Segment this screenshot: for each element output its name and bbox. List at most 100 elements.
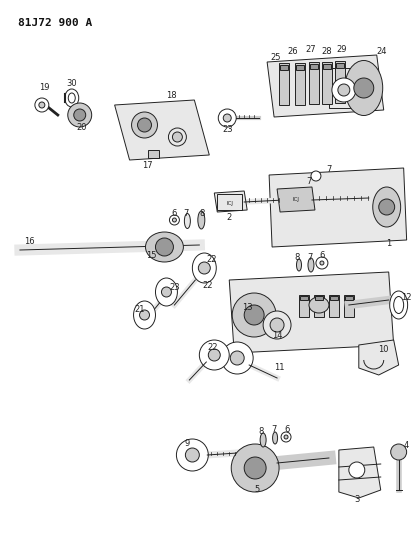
Circle shape <box>332 78 356 102</box>
Text: 21: 21 <box>134 305 145 314</box>
Ellipse shape <box>68 93 75 103</box>
Bar <box>344 295 354 317</box>
Text: 7: 7 <box>326 166 332 174</box>
Circle shape <box>232 293 276 337</box>
Circle shape <box>169 128 186 146</box>
Circle shape <box>208 349 220 361</box>
Bar <box>295 62 305 104</box>
Text: 19: 19 <box>38 84 49 93</box>
Ellipse shape <box>273 432 278 444</box>
Text: 81J72 900 A: 81J72 900 A <box>18 18 92 28</box>
Text: 30: 30 <box>66 79 77 88</box>
Bar <box>315 296 323 300</box>
Text: 24: 24 <box>377 47 387 56</box>
Circle shape <box>391 444 407 460</box>
Circle shape <box>230 351 244 365</box>
Ellipse shape <box>133 301 155 329</box>
Polygon shape <box>229 272 394 353</box>
Text: ICJ: ICJ <box>227 200 234 206</box>
Circle shape <box>231 444 279 492</box>
Bar <box>330 296 338 300</box>
Text: 20: 20 <box>76 124 87 133</box>
Text: 9: 9 <box>185 439 190 448</box>
Circle shape <box>223 114 231 122</box>
Text: 13: 13 <box>242 303 252 312</box>
Bar <box>309 62 319 104</box>
Bar <box>310 64 318 69</box>
Text: 5: 5 <box>254 486 260 495</box>
Text: ICJ: ICJ <box>292 198 299 203</box>
Text: 7: 7 <box>307 253 313 262</box>
Circle shape <box>74 109 86 121</box>
Circle shape <box>169 215 179 225</box>
Text: 4: 4 <box>404 440 409 449</box>
Bar <box>299 295 309 317</box>
Ellipse shape <box>192 253 216 283</box>
Ellipse shape <box>345 61 383 116</box>
Text: 6: 6 <box>319 251 325 260</box>
Bar <box>335 61 345 103</box>
Polygon shape <box>214 191 247 212</box>
Text: 23: 23 <box>169 284 180 293</box>
Circle shape <box>68 103 92 127</box>
Polygon shape <box>277 187 315 212</box>
Circle shape <box>263 311 291 339</box>
Bar <box>300 296 308 300</box>
Polygon shape <box>267 55 384 117</box>
Circle shape <box>354 78 374 98</box>
Polygon shape <box>359 340 399 375</box>
Circle shape <box>172 218 176 222</box>
Text: 6: 6 <box>285 424 290 433</box>
Circle shape <box>172 132 183 142</box>
Bar <box>147 150 159 158</box>
Bar <box>280 65 288 70</box>
Text: 12: 12 <box>401 294 412 303</box>
Text: 3: 3 <box>354 496 359 505</box>
Ellipse shape <box>390 291 408 319</box>
Text: 10: 10 <box>378 345 389 354</box>
Ellipse shape <box>145 232 183 262</box>
Text: 29: 29 <box>337 45 347 54</box>
Text: 18: 18 <box>166 91 177 100</box>
Circle shape <box>281 432 291 442</box>
Circle shape <box>138 118 152 132</box>
Ellipse shape <box>65 89 79 107</box>
Circle shape <box>311 171 321 181</box>
Circle shape <box>221 342 253 374</box>
Circle shape <box>161 287 171 297</box>
Text: 25: 25 <box>271 52 281 61</box>
Circle shape <box>39 102 45 108</box>
Bar <box>217 194 242 210</box>
Circle shape <box>316 257 328 269</box>
Text: 1: 1 <box>386 238 392 247</box>
Circle shape <box>132 112 157 138</box>
Bar <box>314 295 324 317</box>
Text: 11: 11 <box>274 364 284 373</box>
Circle shape <box>379 199 395 215</box>
Text: 8: 8 <box>199 208 205 217</box>
Ellipse shape <box>309 297 329 313</box>
Circle shape <box>284 435 288 439</box>
Circle shape <box>199 340 229 370</box>
Ellipse shape <box>373 187 401 227</box>
Text: 27: 27 <box>306 45 316 54</box>
Bar <box>279 63 289 105</box>
Text: 28: 28 <box>322 46 332 55</box>
Circle shape <box>320 261 324 265</box>
Bar <box>322 61 332 103</box>
Text: 2: 2 <box>227 214 232 222</box>
Circle shape <box>185 448 199 462</box>
Text: 7: 7 <box>306 177 312 187</box>
Circle shape <box>155 238 173 256</box>
Text: 22: 22 <box>207 343 218 352</box>
Text: 16: 16 <box>25 238 35 246</box>
Text: 17: 17 <box>142 160 153 169</box>
Ellipse shape <box>308 258 314 272</box>
Text: 22: 22 <box>206 255 216 264</box>
Circle shape <box>244 457 266 479</box>
Circle shape <box>244 305 264 325</box>
Bar <box>345 296 353 300</box>
Bar <box>336 63 344 68</box>
Ellipse shape <box>155 278 178 306</box>
Circle shape <box>218 109 236 127</box>
